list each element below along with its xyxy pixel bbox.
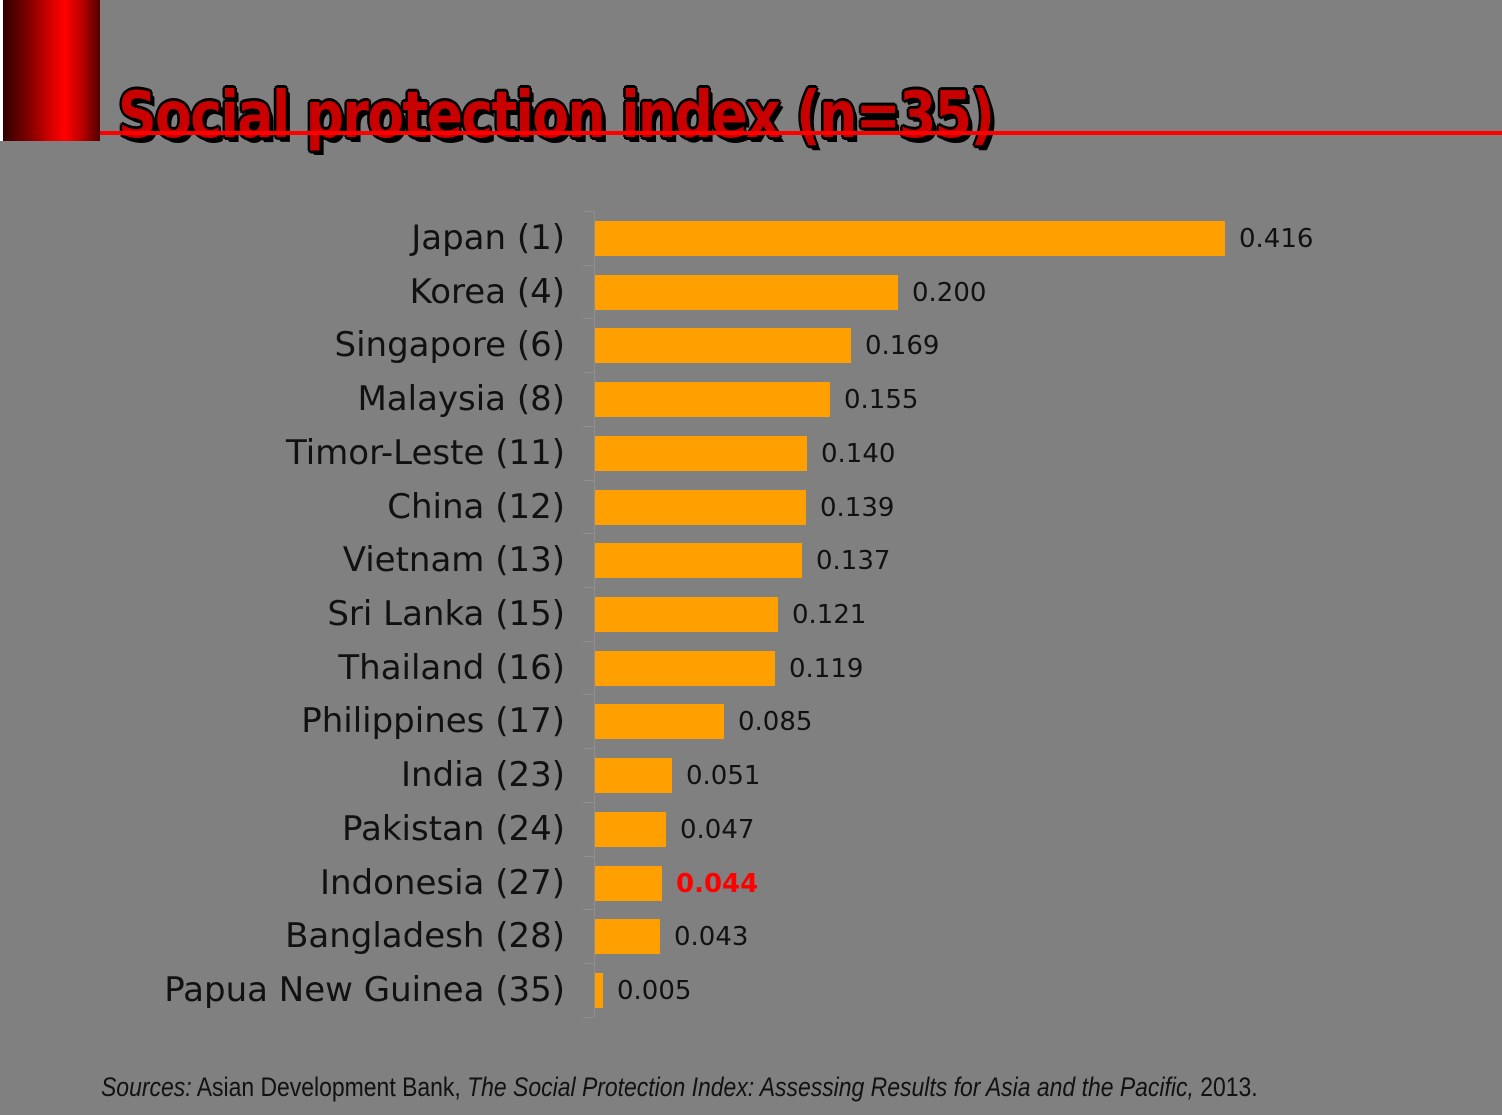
- chart-row: Philippines (17) 0.085: [0, 704, 812, 739]
- chart-row: Vietnam (13) 0.137: [0, 543, 890, 578]
- bar: [595, 490, 806, 525]
- category-label: Timor-Leste (11): [286, 433, 565, 473]
- value-label: 0.119: [789, 653, 864, 684]
- category-label: Malaysia (8): [357, 379, 565, 419]
- chart-row: Indonesia (27) 0.044: [0, 866, 758, 901]
- source-publisher: Asian Development Bank,: [191, 1072, 468, 1102]
- bar: [595, 973, 603, 1008]
- bar: [595, 382, 830, 417]
- category-axis-line: [594, 211, 595, 1017]
- bar: [595, 651, 775, 686]
- bar: [595, 328, 851, 363]
- value-label-highlighted: 0.044: [676, 868, 759, 899]
- axis-tick: [583, 372, 594, 373]
- category-label: China (12): [387, 487, 565, 527]
- chart-row: Bangladesh (28) 0.043: [0, 919, 748, 954]
- chart-row: Thailand (16) 0.119: [0, 651, 863, 686]
- category-label: Japan (1): [411, 218, 565, 258]
- axis-tick: [583, 1017, 594, 1018]
- bar: [595, 919, 660, 954]
- axis-tick: [583, 748, 594, 749]
- axis-tick: [583, 318, 594, 319]
- title-divider-line: [100, 131, 1502, 135]
- axis-tick: [583, 963, 594, 964]
- value-label: 0.139: [820, 492, 895, 523]
- source-year: 2013.: [1193, 1072, 1258, 1102]
- bar: [595, 758, 672, 793]
- chart-row: Timor-Leste (11) 0.140: [0, 436, 895, 471]
- chart-row: Singapore (6) 0.169: [0, 328, 939, 363]
- source-citation: Sources: Asian Development Bank, The Soc…: [101, 1072, 1258, 1103]
- category-label: Papua New Guinea (35): [164, 970, 565, 1010]
- bar: [595, 221, 1225, 256]
- axis-tick: [583, 480, 594, 481]
- bar: [595, 704, 724, 739]
- red-gradient-block: [0, 0, 100, 141]
- category-label: Pakistan (24): [342, 809, 565, 849]
- source-prefix: Sources:: [101, 1072, 192, 1102]
- axis-tick: [583, 533, 594, 534]
- category-label: India (23): [400, 755, 565, 795]
- red-gradient-fill: [3, 0, 100, 141]
- category-label: Sri Lanka (15): [327, 594, 565, 634]
- value-label: 0.155: [844, 384, 919, 415]
- axis-tick: [583, 641, 594, 642]
- chart-row: Papua New Guinea (35) 0.005: [0, 973, 691, 1008]
- bar: [595, 543, 802, 578]
- bar: [595, 436, 807, 471]
- category-label: Indonesia (27): [319, 863, 565, 903]
- category-label: Bangladesh (28): [285, 916, 565, 956]
- page-title: Social protection index (n=35): [118, 78, 995, 153]
- axis-tick: [583, 856, 594, 857]
- category-label: Vietnam (13): [342, 540, 565, 580]
- bar: [595, 597, 778, 632]
- axis-tick: [583, 265, 594, 266]
- chart-row: Korea (4) 0.200: [0, 275, 986, 310]
- bar: [595, 275, 898, 310]
- axis-tick: [583, 802, 594, 803]
- value-label: 0.137: [816, 545, 891, 576]
- axis-tick: [583, 587, 594, 588]
- bar: [595, 866, 662, 901]
- value-label: 0.169: [865, 330, 940, 361]
- category-label: Thailand (16): [338, 648, 565, 688]
- category-label: Singapore (6): [334, 325, 566, 365]
- axis-tick: [583, 426, 594, 427]
- chart-row: Japan (1) 0.416: [0, 221, 1313, 256]
- bar: [595, 812, 666, 847]
- axis-tick: [583, 909, 594, 910]
- value-label: 0.043: [674, 921, 749, 952]
- source-work-title: The Social Protection Index: Assessing R…: [467, 1072, 1194, 1102]
- value-label: 0.140: [821, 438, 896, 469]
- chart-row: Sri Lanka (15) 0.121: [0, 597, 866, 632]
- value-label: 0.121: [792, 599, 867, 630]
- value-label: 0.085: [738, 706, 813, 737]
- value-label: 0.200: [912, 277, 987, 308]
- value-label: 0.047: [680, 814, 755, 845]
- category-label: Korea (4): [409, 272, 565, 312]
- chart-row: Pakistan (24) 0.047: [0, 812, 754, 847]
- chart-row: Malaysia (8) 0.155: [0, 382, 918, 417]
- value-label: 0.051: [686, 760, 761, 791]
- chart-row: China (12) 0.139: [0, 490, 894, 525]
- axis-tick: [583, 211, 594, 212]
- category-label: Philippines (17): [301, 701, 565, 741]
- value-label: 0.416: [1239, 223, 1314, 254]
- chart-row: India (23) 0.051: [0, 758, 760, 793]
- axis-tick: [583, 694, 594, 695]
- value-label: 0.005: [617, 975, 692, 1006]
